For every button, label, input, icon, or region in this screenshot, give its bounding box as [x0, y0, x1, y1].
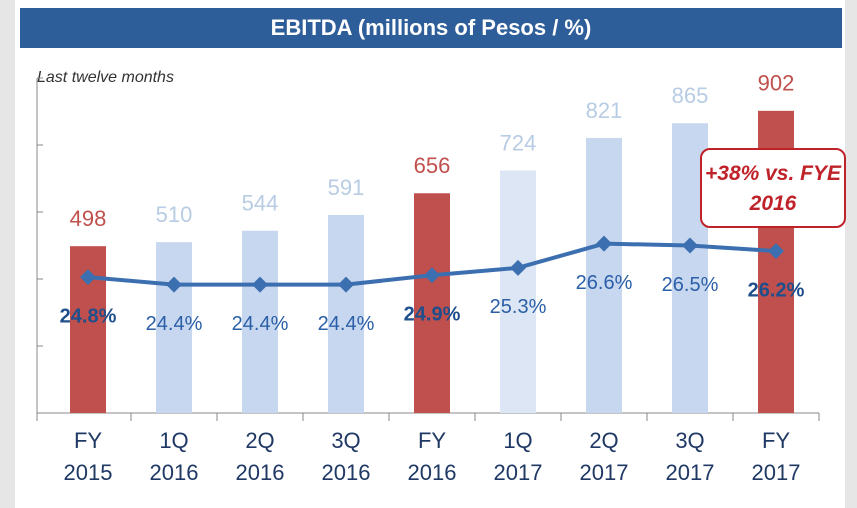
line-label: 26.5%: [662, 274, 719, 296]
line-marker: [338, 276, 354, 293]
bar-label: 510: [156, 202, 193, 227]
line-label: 24.8%: [60, 305, 117, 327]
line-marker: [80, 269, 96, 286]
line-label: 24.4%: [146, 313, 203, 335]
x-tick-label: 3Q 2016: [321, 428, 371, 485]
bar-label: 544: [242, 191, 279, 216]
line-marker: [768, 243, 784, 260]
line-marker: [510, 259, 526, 276]
bar-label: 724: [500, 130, 537, 155]
bar: [414, 193, 450, 413]
line-label: 24.4%: [318, 313, 375, 335]
bar: [242, 230, 278, 413]
bar-label: 902: [758, 71, 795, 96]
x-tick-label: 3Q 2017: [665, 428, 715, 485]
line-marker: [424, 267, 440, 284]
subtitle: Last twelve months: [37, 69, 174, 86]
bar-label: 591: [328, 175, 365, 200]
line-label: 25.3%: [490, 296, 547, 318]
chart-title: EBITDA (millions of Pesos / %): [20, 8, 842, 48]
bar-label: 865: [672, 83, 709, 108]
bar: [586, 137, 622, 413]
x-tick-label: 1Q 2016: [149, 428, 199, 485]
line-marker: [682, 237, 698, 254]
x-tick-label: 2Q 2016: [235, 428, 285, 485]
bar-label: 498: [70, 206, 107, 231]
line-label: 24.4%: [232, 313, 289, 335]
x-tick-label: 1Q 2017: [493, 428, 543, 485]
line-label: 24.9%: [404, 304, 461, 326]
x-tick-label: 2Q 2017: [579, 428, 629, 485]
line-marker: [166, 276, 182, 293]
line-label: 26.2%: [748, 279, 805, 301]
x-tick-label: FY 2016: [407, 428, 457, 485]
bar: [156, 242, 192, 413]
bar: [328, 215, 364, 413]
bar: [500, 170, 536, 413]
bar-label: 821: [586, 98, 623, 123]
line-label: 26.6%: [576, 272, 633, 294]
bar-label: 656: [414, 153, 451, 178]
x-tick-label: FY 2017: [751, 428, 801, 485]
annotation: +38% vs. FYE 2016: [700, 148, 846, 228]
line-marker: [252, 276, 268, 293]
x-tick-label: FY 2015: [63, 428, 113, 485]
line-marker: [596, 235, 612, 252]
